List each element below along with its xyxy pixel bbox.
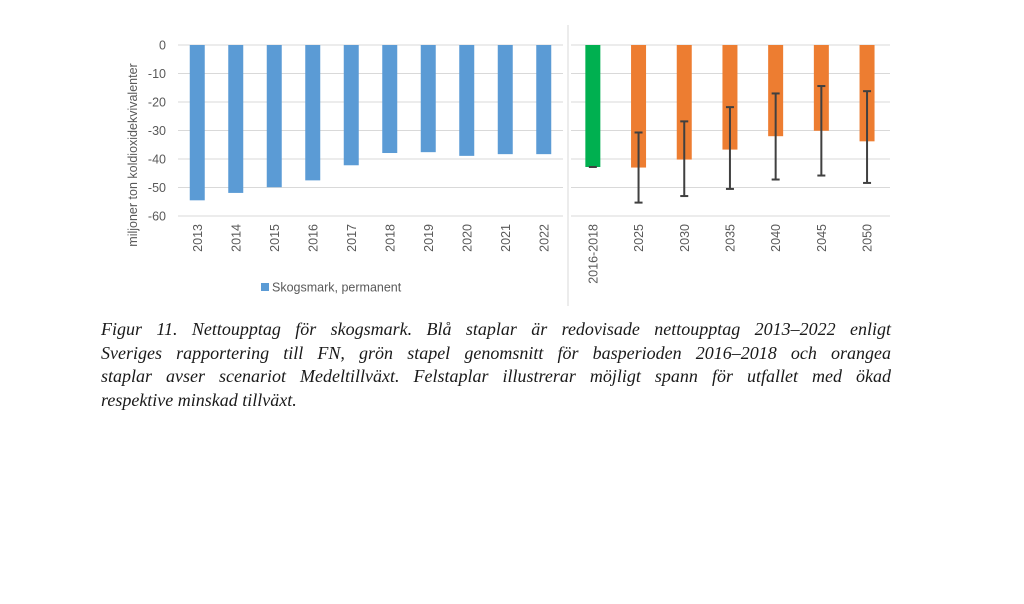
bar-2016-2018 <box>585 45 601 167</box>
y-tick-label: 0 <box>159 39 166 53</box>
error-bar-2035 <box>725 106 734 190</box>
x-tick-label: 2022 <box>537 224 551 252</box>
forest-land-net-removal-chart: 0 -10 -20 -30 -40 -50 -60 miljoner ton koldiox… <box>126 25 890 306</box>
bar-2015 <box>266 45 282 188</box>
x-axis-labels: 2013 2014 2015 2016 2017 2018 2019 2020 2021 2022… <box>191 224 875 284</box>
error-bar-2045 <box>817 85 826 177</box>
y-axis-label: miljoner ton koldioxidekvivalenter <box>126 63 140 246</box>
legend-label: Skogsmark, permanent <box>272 281 402 295</box>
bar-2021 <box>497 45 513 155</box>
bar-2030 <box>676 45 692 160</box>
x-tick-label: 2019 <box>422 224 436 252</box>
x-tick-label: 2017 <box>345 224 359 252</box>
bar-2017 <box>343 45 359 166</box>
bar-2025 <box>631 45 647 168</box>
x-tick-label: 2015 <box>268 224 282 252</box>
historical-bars <box>189 45 552 201</box>
y-tick-label: -30 <box>148 124 166 138</box>
caption-line: Figur 11. Nettoupptag för skogsmark. Blå… <box>101 319 891 339</box>
bar-2035 <box>722 45 738 150</box>
y-tick-label: -40 <box>148 153 166 167</box>
error-bar-2040 <box>771 92 780 181</box>
bar-2013 <box>189 45 205 201</box>
x-tick-label: 2021 <box>499 224 513 252</box>
x-tick-label: 2025 <box>632 224 646 252</box>
bar-2040 <box>768 45 784 137</box>
x-tick-label: 2013 <box>191 224 205 252</box>
error-bar-2030 <box>680 120 689 198</box>
bar-2018 <box>382 45 398 154</box>
caption-line: Sveriges rapportering till FN, grön stap… <box>101 342 891 363</box>
x-tick-label: 2016-2018 <box>586 224 600 284</box>
x-tick-label: 2014 <box>229 224 243 252</box>
bar-2019 <box>420 45 436 153</box>
gridlines <box>178 44 890 217</box>
y-axis-ticks: 0 -10 -20 -30 -40 -50 -60 <box>148 39 166 224</box>
y-tick-label: -60 <box>148 210 166 224</box>
x-tick-label: 2050 <box>861 224 875 252</box>
x-tick-label: 2040 <box>769 224 783 252</box>
x-tick-label: 2018 <box>383 224 397 252</box>
y-tick-label: -50 <box>148 181 166 195</box>
y-tick-label: -20 <box>148 96 166 110</box>
figure-caption: Figur 11. Nettoupptag för skogsmark. Blå… <box>101 318 891 412</box>
legend-swatch-blue <box>261 283 269 291</box>
x-tick-label: 2035 <box>723 224 737 252</box>
x-tick-label: 2016 <box>306 224 320 252</box>
caption-line: staplar avser scenariot Medeltillväxt. F… <box>101 366 891 387</box>
error-bar-2050 <box>863 90 872 184</box>
bar-2016 <box>305 45 321 181</box>
legend: Skogsmark, permanent <box>261 281 402 295</box>
scenario-bars <box>585 45 875 204</box>
x-tick-label: 2020 <box>460 224 474 252</box>
error-bar-2025 <box>634 131 643 204</box>
y-tick-label: -10 <box>148 67 166 81</box>
caption-line: respektive minskad tillväxt. <box>101 389 297 410</box>
x-tick-label: 2030 <box>678 224 692 252</box>
bar-2014 <box>228 45 244 193</box>
x-tick-label: 2045 <box>815 224 829 252</box>
bar-2022 <box>536 45 552 155</box>
bar-2020 <box>459 45 475 156</box>
